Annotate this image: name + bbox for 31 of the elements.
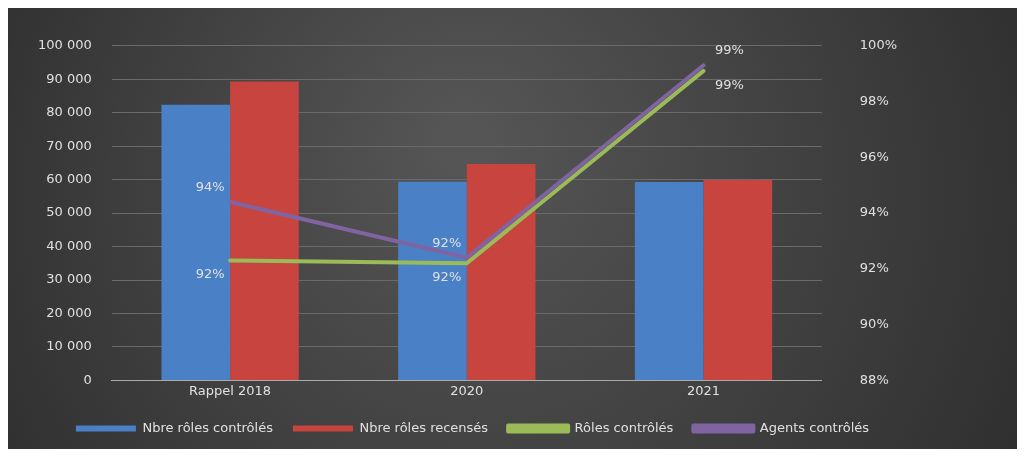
y-tick-label: 10 000	[46, 338, 92, 354]
data-label: 92%	[195, 266, 225, 282]
x-tick-label: 2021	[686, 382, 721, 398]
y2-tick-label: 98%	[859, 92, 889, 108]
data-label: 99%	[715, 42, 744, 58]
x-tick-label: Rappel 2018	[189, 382, 272, 398]
data-label: 94%	[195, 178, 225, 194]
y-tick-label: 90 000	[46, 70, 92, 86]
y2-tick-label: 100%	[859, 37, 898, 53]
y2-tick-label: 92%	[859, 260, 889, 276]
y2-tick-label: 96%	[859, 148, 889, 164]
y-tick-label: 20 000	[46, 304, 92, 320]
y-tick-label: 100 000	[37, 37, 92, 53]
legend-label: Nbre rôles recensés	[359, 419, 489, 435]
legend-label: Agents contrôlés	[759, 419, 870, 435]
y-tick-label: 0	[83, 371, 92, 387]
y-tick-label: 30 000	[46, 271, 92, 287]
x-tick-label: 2020	[450, 382, 484, 398]
legend-label: Rôles contrôlés	[574, 419, 674, 435]
y2-tick-label: 90%	[859, 316, 889, 332]
y-tick-label: 50 000	[46, 204, 92, 220]
data-label: 92%	[432, 269, 462, 285]
legend-label: Nbre rôles contrôlés	[142, 419, 274, 435]
y-tick-label: 70 000	[46, 137, 92, 153]
y-tick-label: 80 000	[46, 104, 92, 120]
y-tick-label: 40 000	[46, 237, 92, 253]
y2-tick-label: 88%	[859, 371, 889, 387]
y-tick-label: 60 000	[46, 171, 92, 187]
data-label: 92%	[432, 234, 462, 250]
data-label: 99%	[715, 76, 744, 92]
y2-tick-label: 94%	[859, 204, 889, 220]
